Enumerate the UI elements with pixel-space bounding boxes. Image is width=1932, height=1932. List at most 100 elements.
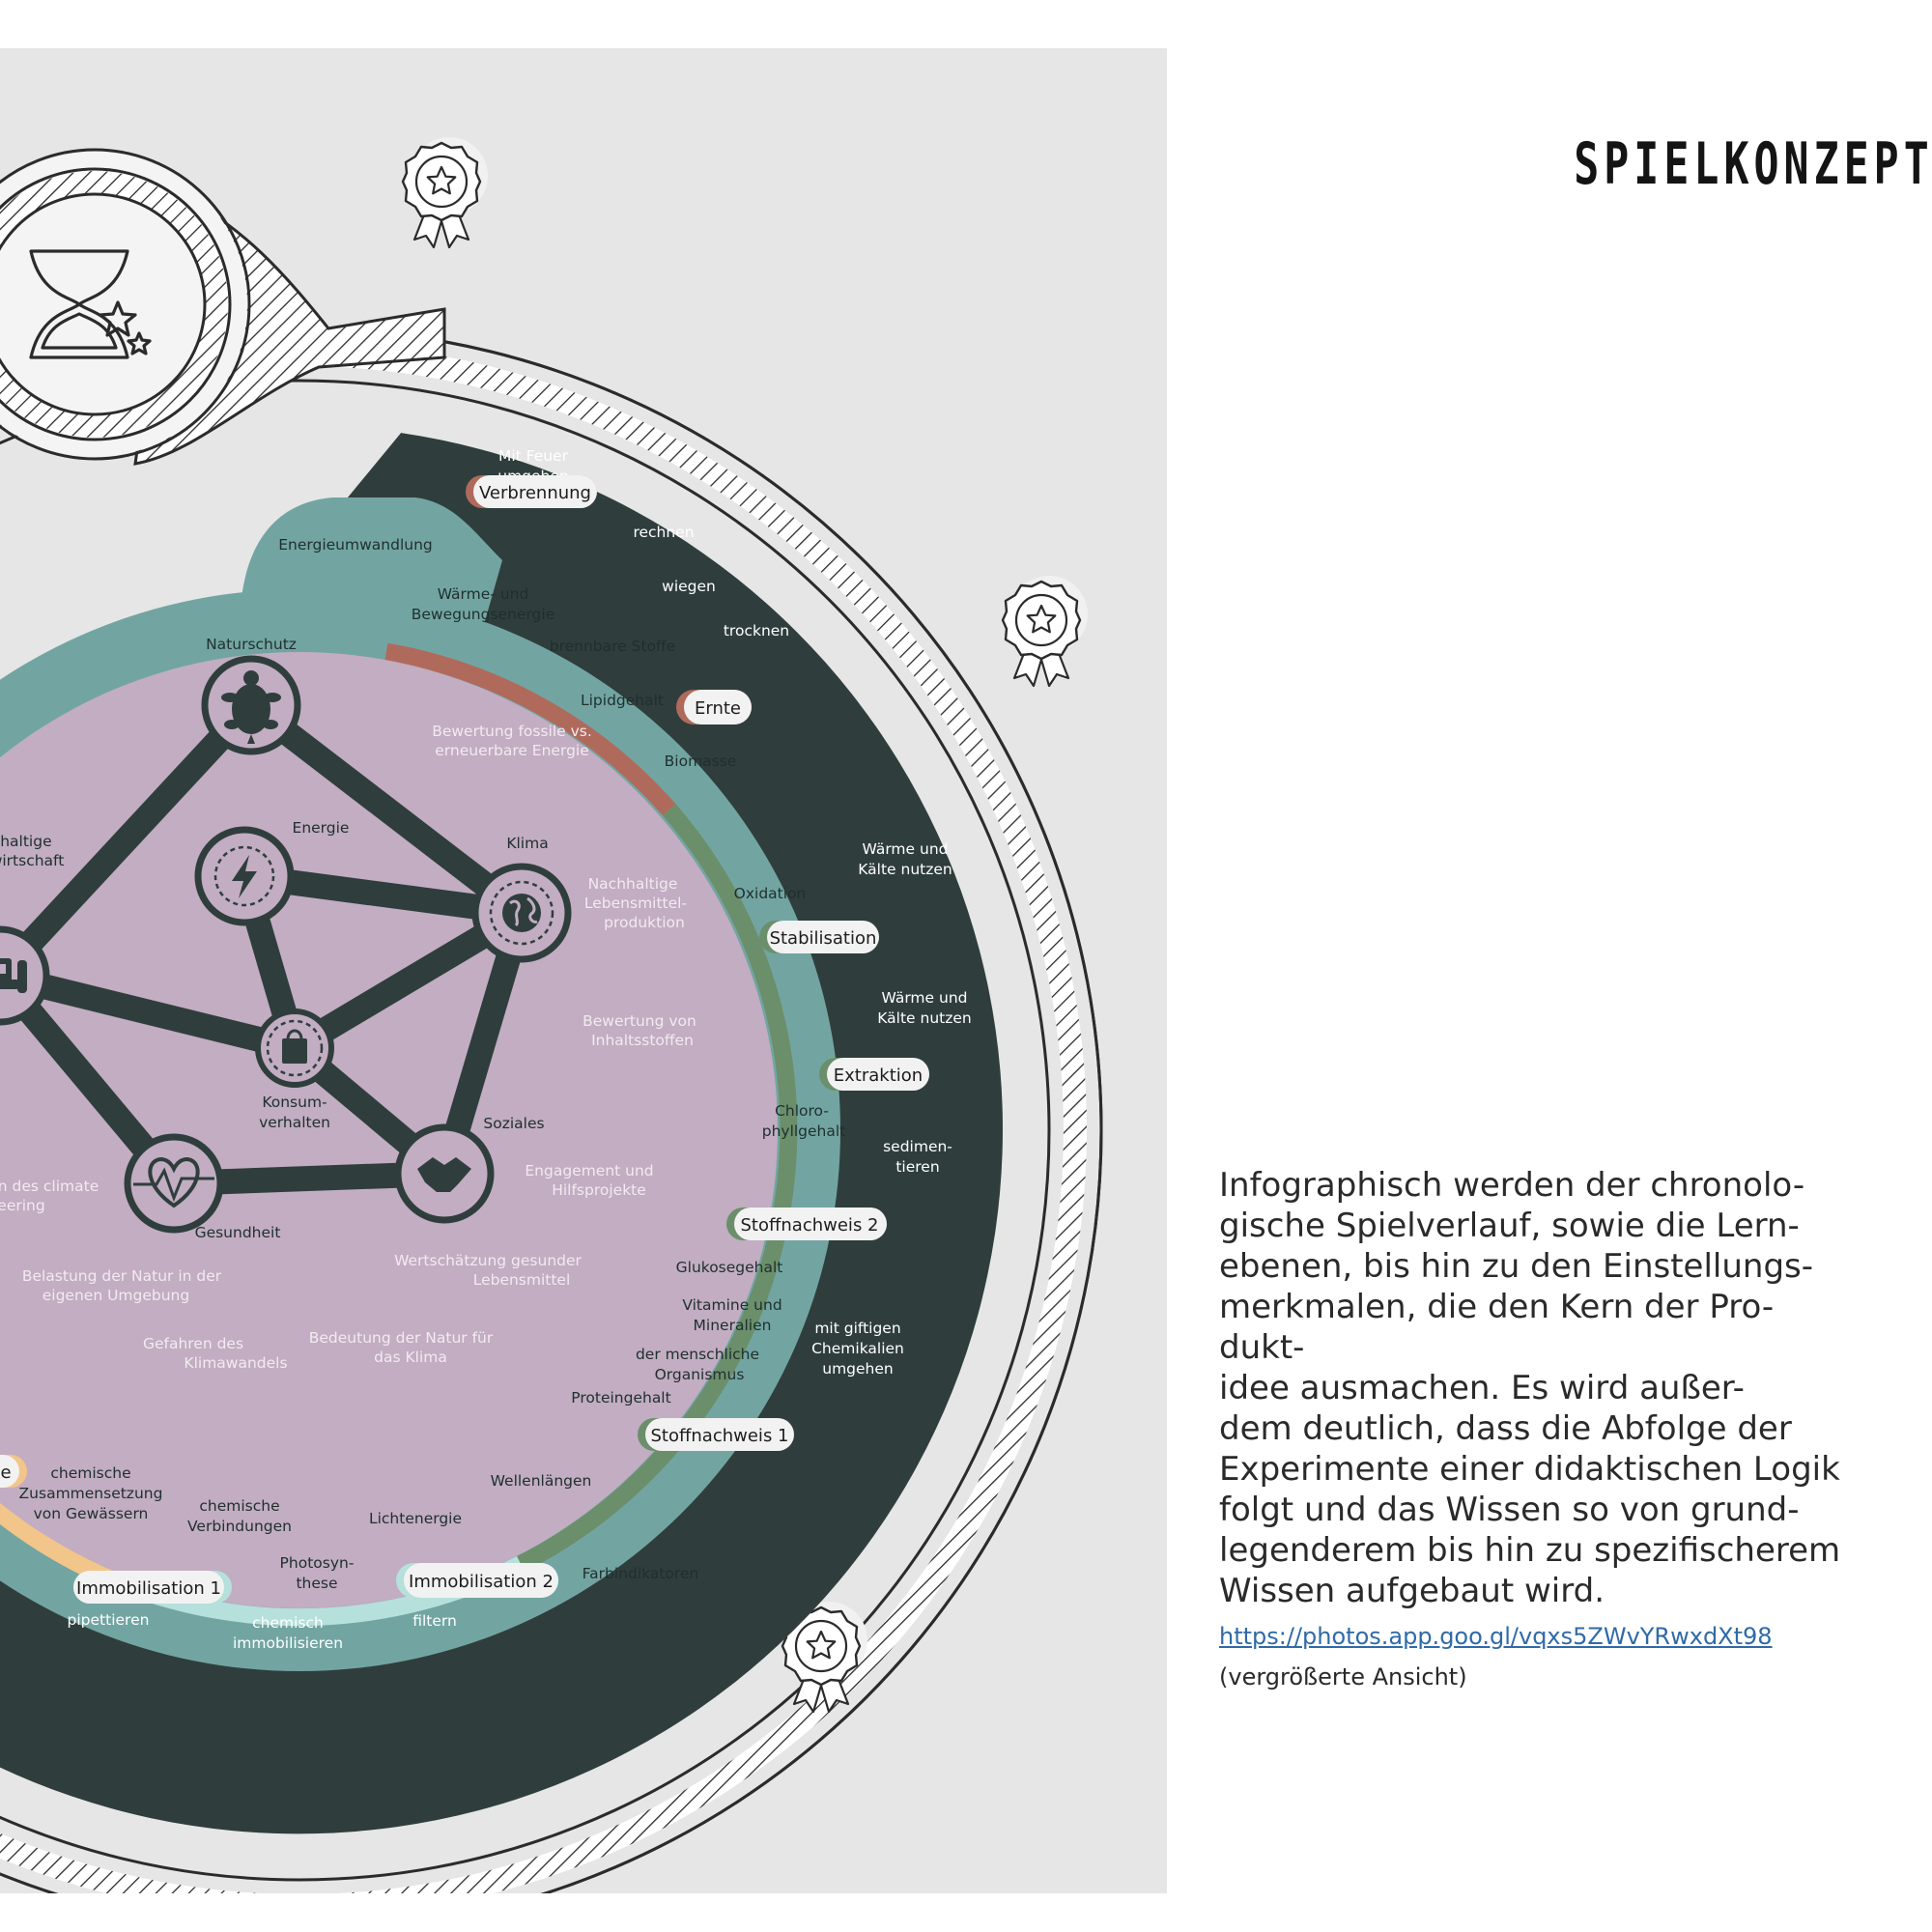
middle-label: Chloro-: [775, 1102, 829, 1120]
middle-label: Organismus: [655, 1366, 745, 1383]
outer-labels: Mit Feuer umgehen rechnen wiegen trockne…: [68, 447, 972, 1652]
lightning-icon: [232, 855, 257, 898]
inner-label: Inhaltsstoffen: [591, 1032, 694, 1049]
inner-label: Hilfsprojekte: [552, 1181, 646, 1199]
outer-label: mit giftigen: [814, 1320, 900, 1337]
inner-labels: Bewertung fossile vs. erneuerbare Energi…: [0, 723, 696, 1372]
node-label-gesundheit: Gesundheit: [195, 1224, 281, 1241]
middle-label: Oxidation: [734, 885, 807, 902]
middle-label: Zusammensetzung: [19, 1485, 163, 1502]
description: Infographisch werden der chronolo- gisch…: [1219, 1165, 1857, 1611]
middle-label: brennbare Stoffe: [550, 638, 676, 655]
outer-label: trocknen: [724, 622, 789, 639]
middle-label: Mineralien: [694, 1317, 772, 1334]
tractor-icon: [0, 958, 27, 993]
middle-label: der menschliche: [636, 1346, 759, 1363]
description-line: ebenen, bis hin zu den Einstellungs-: [1219, 1247, 1814, 1286]
middle-label: Energieumwandlung: [278, 536, 433, 554]
node-label-naturschutz: Naturschutz: [206, 636, 297, 653]
turtle-icon: [221, 670, 281, 744]
outer-label: umgehen: [822, 1360, 893, 1378]
inner-label: produktion: [604, 914, 685, 931]
inner-label: Bewertung fossile vs.: [432, 723, 592, 740]
award-badge-icon: [401, 135, 490, 249]
inner-label: Bewertung von: [582, 1012, 696, 1030]
middle-label: Biomasse: [665, 753, 737, 770]
station-label: e: [0, 1463, 11, 1483]
outer-label: chemisch: [252, 1614, 324, 1632]
outer-label: Mit Feuer: [498, 447, 569, 465]
game-concept-diagram: Naturschutz Energie Klima hhaltige wirts…: [0, 135, 1103, 1893]
outer-label: tieren: [895, 1158, 939, 1176]
inner-label: das Klima: [374, 1349, 447, 1366]
outer-label: wiegen: [662, 578, 716, 595]
node-landwirtschaft: [0, 925, 50, 1026]
middle-label: phyllgehalt: [762, 1122, 846, 1140]
node-konsum: [255, 1009, 334, 1088]
inner-label: Belastung der Natur in der: [22, 1267, 222, 1285]
station-verbrennung: Verbrennung: [466, 475, 597, 508]
middle-label: chemische: [199, 1497, 279, 1515]
inner-label: Lebensmittel-: [584, 895, 687, 912]
description-line: Wissen aufgebaut wird.: [1219, 1572, 1605, 1610]
node-label-energie: Energie: [293, 819, 350, 837]
outer-label: pipettieren: [68, 1611, 150, 1629]
middle-label: Wellenlängen: [491, 1472, 592, 1490]
handshake-icon: [417, 1157, 471, 1192]
outer-label: Kälte nutzen: [877, 1009, 971, 1027]
description-line: gische Spielverlauf, sowie die Lern-: [1219, 1207, 1800, 1245]
middle-label: Farbindikatoren: [582, 1565, 699, 1582]
middle-label: chemische: [50, 1464, 130, 1482]
inner-label: eigenen Umgebung: [43, 1287, 189, 1304]
inner-label: Engagement und: [525, 1162, 653, 1179]
middle-label: Photosyn-: [280, 1554, 355, 1572]
start-bubble: [0, 148, 446, 466]
inner-label: Lebensmittel: [473, 1271, 571, 1289]
shopping-bag-icon: [282, 1029, 307, 1064]
inner-label: Bedeutung der Natur für: [309, 1329, 494, 1347]
inner-label: Nachhaltige: [588, 875, 678, 893]
outer-label: immobilisieren: [233, 1634, 343, 1652]
node-soziales: [394, 1123, 495, 1224]
node-energie: [194, 826, 295, 926]
node-label-landwirtschaft-2: wirtschaft: [0, 852, 64, 869]
station-label: Stabilisation: [770, 928, 877, 949]
inner-label: eering: [0, 1197, 45, 1214]
node-label-soziales: Soziales: [483, 1115, 544, 1132]
award-badge-icon: [1001, 574, 1090, 688]
node-label-klima: Klima: [506, 835, 548, 852]
middle-label: Verbindungen: [187, 1518, 292, 1535]
middle-label: Proteingehalt: [571, 1389, 670, 1406]
station-stoffnachweis-1: Stoffnachweis 1: [638, 1418, 794, 1451]
middle-label: Glukosegehalt: [676, 1259, 783, 1276]
node-label-landwirtschaft-1: hhaltige: [0, 833, 52, 850]
outer-label: Wärme und: [882, 989, 968, 1007]
inner-label: Gefahren des: [143, 1335, 243, 1352]
station-immobilisation-2: Immobilisation 2: [396, 1563, 558, 1598]
middle-labels: Energieumwandlung Wärme- und Bewegungsen…: [19, 536, 846, 1592]
page-title: SPIELKONZEPT: [1574, 130, 1932, 198]
description-line: legenderem bis hin zu spezifischerem: [1219, 1531, 1841, 1570]
station-immobilisation-1: Immobilisation 1: [73, 1571, 232, 1604]
station-stoffnachweis-2: Stoffnachweis 2: [726, 1208, 887, 1240]
outer-label: rechnen: [633, 524, 694, 541]
description-line: Experimente einer didaktischen Logik: [1219, 1450, 1840, 1489]
middle-label: von Gewässern: [34, 1505, 149, 1522]
description-line: idee ausmachen. Es wird außer-: [1219, 1369, 1745, 1407]
station-label: Extraktion: [834, 1065, 923, 1086]
node-naturschutz: [201, 655, 301, 755]
middle-label: Lichtenergie: [369, 1510, 462, 1527]
station-label: Ernte: [695, 698, 741, 719]
infographic-panel: Naturschutz Energie Klima hhaltige wirts…: [0, 48, 1167, 1893]
photos-link[interactable]: https://photos.app.goo.gl/vqxs5ZWvYRwxdX…: [1219, 1623, 1773, 1650]
node-klima: [471, 863, 572, 963]
station-ernte: Ernte: [676, 690, 752, 724]
enlarged-view-note: (vergrößerte Ansicht): [1219, 1663, 1467, 1690]
description-line: dukt-: [1219, 1328, 1305, 1367]
outer-label: Chemikalien: [811, 1340, 904, 1357]
node-gesundheit: [124, 1133, 224, 1234]
node-label-konsum-2: verhalten: [259, 1114, 330, 1131]
middle-label: these: [296, 1575, 337, 1592]
middle-label: Bewegungsenergie: [412, 606, 554, 623]
description-line: dem deutlich, dass die Abfolge der: [1219, 1409, 1792, 1448]
